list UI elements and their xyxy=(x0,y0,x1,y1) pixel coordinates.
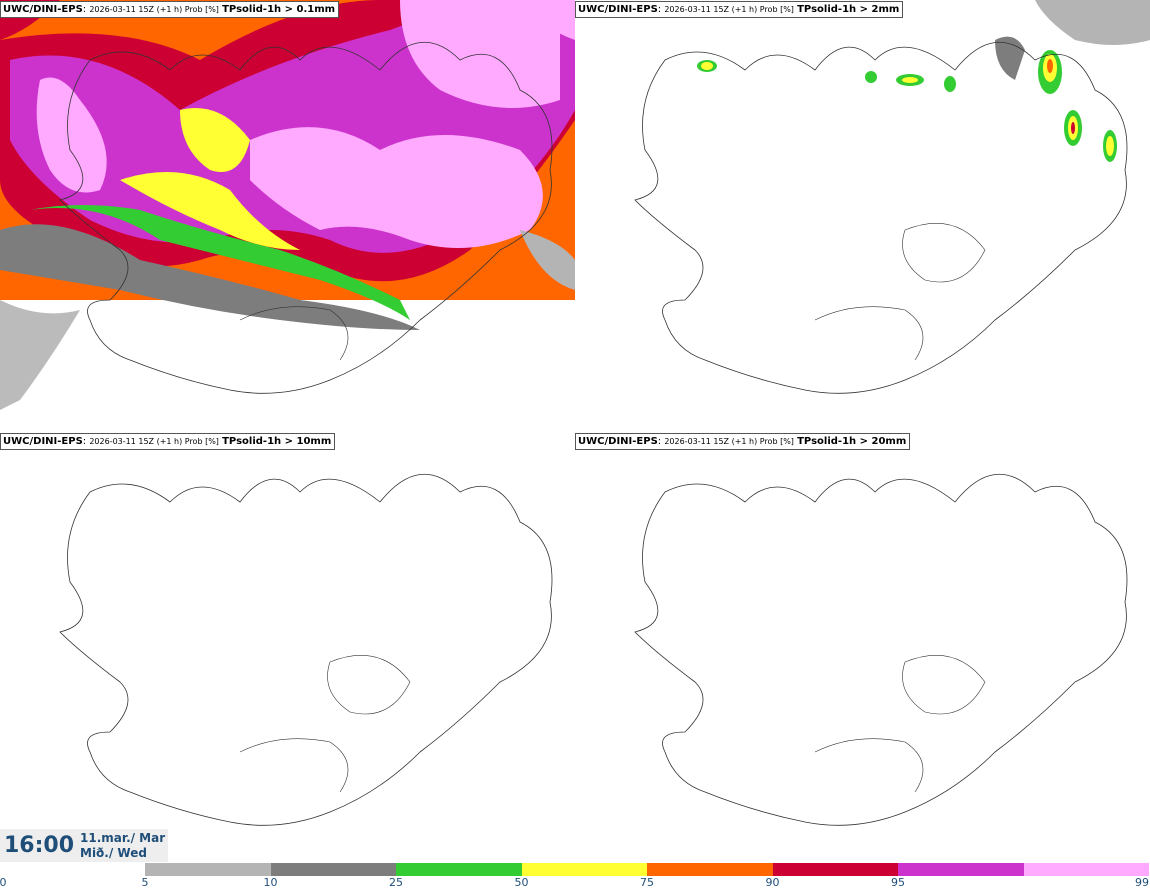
run-info: 2026-03-11 15Z (+1 h) Prob [%] xyxy=(664,437,794,446)
map-panel-2mm: UWC/DINI-EPS: 2026-03-11 15Z (+1 h) Prob… xyxy=(575,0,1150,432)
colorbar-tick-label: 95 xyxy=(891,876,905,889)
valid-date: 11.mar./ Mar xyxy=(80,831,166,845)
colorbar-tick-label: 5 xyxy=(141,876,149,889)
probability-map xyxy=(634,473,1128,826)
parameter-label: TPsolid-1h > 0.1mm xyxy=(222,4,336,15)
panel-title: UWC/DINI-EPS: 2026-03-11 15Z (+1 h) Prob… xyxy=(575,433,911,450)
probability-map xyxy=(634,0,1150,394)
panel-title: UWC/DINI-EPS: 2026-03-11 15Z (+1 h) Prob… xyxy=(575,1,904,18)
valid-weekday: Mið./ Wed xyxy=(80,846,147,860)
colorbar-segment xyxy=(145,863,271,876)
map-panel-20mm: UWC/DINI-EPS: 2026-03-11 15Z (+1 h) Prob… xyxy=(575,432,1150,864)
colorbar-segment xyxy=(396,863,522,876)
parameter-label: TPsolid-1h > 2mm xyxy=(797,4,900,15)
colorbar-tick-label: 90 xyxy=(765,876,780,889)
run-info: 2026-03-11 15Z (+1 h) Prob [%] xyxy=(89,5,219,14)
colorbar-segment xyxy=(647,863,773,876)
colorbar-tick-label: 10 xyxy=(263,876,278,889)
colorbar xyxy=(145,863,1149,876)
probability-map xyxy=(0,0,575,410)
colorbar-tick-label: 99 xyxy=(1135,876,1149,889)
colorbar-segment xyxy=(1023,863,1149,876)
colorbar-tick-label: 0 xyxy=(0,876,7,889)
colorbar-tick-label: 75 xyxy=(640,876,654,889)
colorbar-tick-label: 25 xyxy=(389,876,403,889)
map-panel-0.1mm: UWC/DINI-EPS: 2026-03-11 15Z (+1 h) Prob… xyxy=(0,0,575,432)
run-info: 2026-03-11 15Z (+1 h) Prob [%] xyxy=(664,5,794,14)
parameter-label: TPsolid-1h > 10mm xyxy=(222,436,332,447)
probability-map xyxy=(59,473,553,826)
colorbar-segment xyxy=(772,863,898,876)
parameter-label: TPsolid-1h > 20mm xyxy=(797,436,907,447)
valid-time-box: 16:00 11.mar./ Mar Mið./ Wed xyxy=(0,829,168,862)
model-name: UWC/DINI-EPS xyxy=(578,436,658,447)
model-name: UWC/DINI-EPS xyxy=(3,436,83,447)
colorbar-segment xyxy=(898,863,1024,876)
colorbar-ticks: 0 5 10 25 50 75 90 95 99 xyxy=(0,876,1150,891)
map-panel-10mm: UWC/DINI-EPS: 2026-03-11 15Z (+1 h) Prob… xyxy=(0,432,575,864)
model-name: UWC/DINI-EPS xyxy=(578,4,658,15)
valid-time: 16:00 xyxy=(4,833,75,858)
panel-title: UWC/DINI-EPS: 2026-03-11 15Z (+1 h) Prob… xyxy=(0,1,340,18)
run-info: 2026-03-11 15Z (+1 h) Prob [%] xyxy=(89,437,219,446)
colorbar-segment xyxy=(270,863,396,876)
colorbar-tick-label: 50 xyxy=(514,876,529,889)
model-name: UWC/DINI-EPS xyxy=(3,4,83,15)
colorbar-segment xyxy=(521,863,647,876)
panel-title: UWC/DINI-EPS: 2026-03-11 15Z (+1 h) Prob… xyxy=(0,433,336,450)
